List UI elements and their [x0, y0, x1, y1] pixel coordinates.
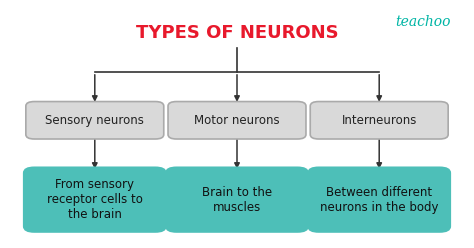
FancyBboxPatch shape	[26, 102, 164, 139]
FancyBboxPatch shape	[309, 168, 450, 232]
FancyBboxPatch shape	[166, 168, 308, 232]
Text: Sensory neurons: Sensory neurons	[46, 114, 144, 127]
Text: Between different
neurons in the body: Between different neurons in the body	[320, 186, 438, 214]
Text: From sensory
receptor cells to
the brain: From sensory receptor cells to the brain	[47, 178, 143, 221]
FancyBboxPatch shape	[168, 102, 306, 139]
Text: Interneurons: Interneurons	[341, 114, 417, 127]
Text: Brain to the
muscles: Brain to the muscles	[202, 186, 272, 214]
FancyBboxPatch shape	[24, 168, 165, 232]
Text: Motor neurons: Motor neurons	[194, 114, 280, 127]
FancyBboxPatch shape	[310, 102, 448, 139]
Text: TYPES OF NEURONS: TYPES OF NEURONS	[136, 25, 338, 42]
Text: teachoo: teachoo	[395, 15, 450, 29]
